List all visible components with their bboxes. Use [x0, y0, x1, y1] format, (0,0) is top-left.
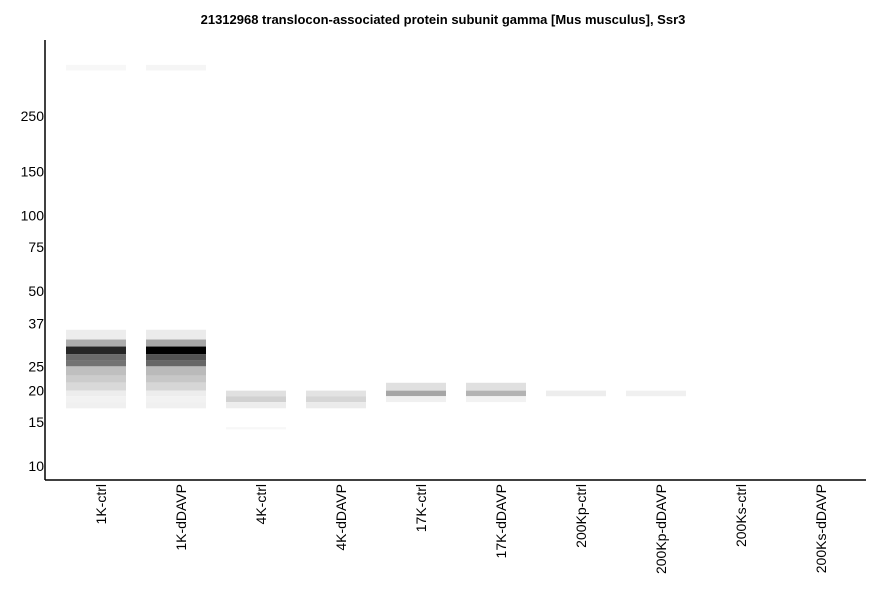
lane-label-200Ks-ctrl: 200Ks-ctrl [733, 484, 749, 547]
band-1K-ctrl-11 [66, 402, 126, 409]
band-1K-ctrl-4 [66, 354, 126, 361]
lane-label-1K-ctrl: 1K-ctrl [93, 484, 109, 524]
lane-label-200Kp-dDAVP: 200Kp-dDAVP [653, 484, 669, 574]
band-17K-dDAVP-35 [466, 390, 526, 397]
y-tick-label-50: 50 [28, 283, 44, 299]
y-tick-label-37: 37 [28, 316, 44, 332]
band-1K-dDAVP-22 [146, 396, 206, 403]
band-1K-ctrl-1 [66, 329, 126, 340]
band-200Kp-dDAVP-38 [626, 390, 686, 397]
band-1K-ctrl-9 [66, 390, 126, 397]
band-4K-dDAVP-28 [306, 390, 366, 397]
band-1K-ctrl-2 [66, 339, 126, 347]
lane-labels-layer: 1K-ctrl 1K-dDAVP 4K-ctrl 4K-dDAVP 17K-ctrl 17… [93, 484, 829, 574]
band-4K-ctrl-25 [226, 396, 286, 403]
band-1K-dDAVP-13 [146, 329, 206, 340]
y-tick-label-15: 15 [28, 414, 44, 430]
band-1K-dDAVP-20 [146, 382, 206, 391]
band-17K-ctrl-33 [386, 396, 446, 403]
band-4K-ctrl-26 [226, 402, 286, 409]
band-17K-dDAVP-36 [466, 396, 526, 403]
axes-layer [44, 40, 866, 481]
chart-title: 21312968 translocon-associated protein s… [201, 12, 686, 27]
y-tick-label-75: 75 [28, 239, 44, 255]
band-1K-dDAVP-16 [146, 354, 206, 361]
band-4K-ctrl-27 [226, 427, 286, 430]
band-1K-ctrl-0 [66, 64, 126, 71]
lane-label-17K-ctrl: 17K-ctrl [413, 484, 429, 532]
lane-label-200Kp-ctrl: 200Kp-ctrl [573, 484, 589, 548]
band-1K-ctrl-7 [66, 375, 126, 383]
band-1K-dDAVP-12 [146, 64, 206, 71]
band-4K-ctrl-24 [226, 390, 286, 397]
band-1K-dDAVP-19 [146, 375, 206, 383]
y-tick-label-150: 150 [21, 164, 45, 180]
y-tick-label-100: 100 [21, 208, 45, 224]
lane-label-1K-dDAVP: 1K-dDAVP [173, 484, 189, 551]
band-1K-ctrl-5 [66, 360, 126, 367]
band-4K-dDAVP-29 [306, 396, 366, 403]
band-1K-ctrl-3 [66, 346, 126, 355]
band-17K-dDAVP-34 [466, 382, 526, 391]
lane-label-200Ks-dDAVP: 200Ks-dDAVP [813, 484, 829, 573]
band-1K-ctrl-6 [66, 366, 126, 376]
lane-label-4K-dDAVP: 4K-dDAVP [333, 484, 349, 551]
band-200Kp-ctrl-37 [546, 390, 606, 397]
band-1K-dDAVP-21 [146, 390, 206, 397]
y-tick-label-10: 10 [28, 458, 44, 474]
y-ticks-layer: 250 150 100 75 50 37 25 20 15 10 [21, 108, 45, 474]
band-1K-dDAVP-18 [146, 366, 206, 376]
band-1K-dDAVP-23 [146, 402, 206, 409]
band-1K-dDAVP-15 [146, 346, 206, 355]
bands-layer [66, 64, 686, 430]
band-17K-ctrl-31 [386, 382, 446, 391]
y-tick-label-20: 20 [28, 383, 44, 399]
band-1K-dDAVP-17 [146, 360, 206, 367]
band-17K-ctrl-32 [386, 390, 446, 397]
y-tick-label-25: 25 [28, 358, 44, 374]
lane-label-4K-ctrl: 4K-ctrl [253, 484, 269, 524]
band-1K-ctrl-10 [66, 396, 126, 403]
lane-label-17K-dDAVP: 17K-dDAVP [493, 484, 509, 558]
band-1K-ctrl-8 [66, 382, 126, 391]
band-1K-dDAVP-14 [146, 339, 206, 347]
y-tick-label-250: 250 [21, 108, 45, 124]
band-4K-dDAVP-30 [306, 402, 366, 409]
